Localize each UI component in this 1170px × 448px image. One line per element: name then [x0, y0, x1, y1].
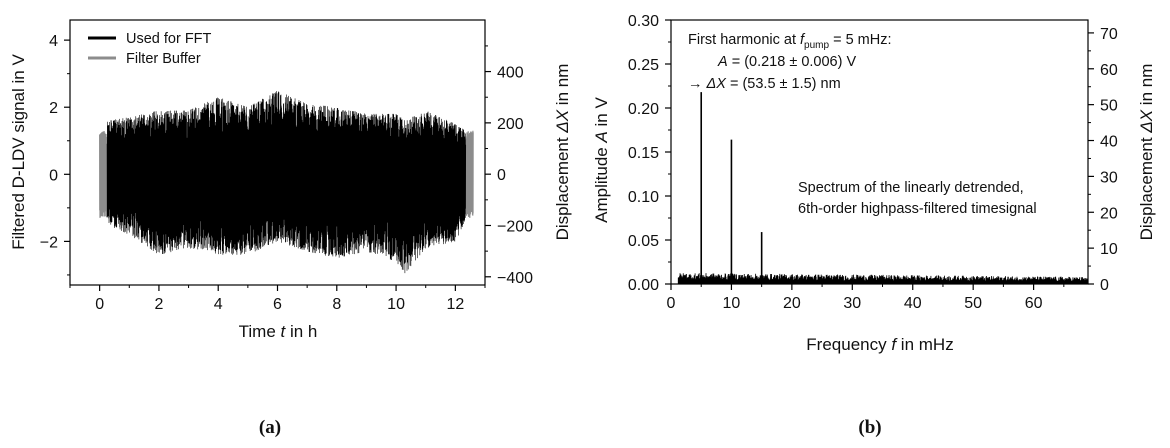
panel-a-y-axis: −2 0 2 4 — [40, 33, 70, 276]
series-filter-buffer-segment-0 — [99, 130, 108, 218]
panel-a-x-axis: 0 2 4 6 8 10 12 — [69, 285, 486, 313]
y-tick-label-0.2: 0.20 — [628, 101, 659, 118]
x-tick-label-8: 8 — [332, 296, 341, 313]
x-tick-label-50: 50 — [964, 295, 982, 312]
y2-tick-label-40: 40 — [1100, 134, 1118, 151]
x-tick-label-12: 12 — [446, 296, 464, 313]
y2-tick-label-0: 0 — [497, 167, 506, 184]
panel-b-y2-axis: 0 10 20 30 40 50 60 70 — [1088, 26, 1118, 294]
series-filter-buffer-segment-1 — [465, 130, 474, 218]
x-tick-label-10: 10 — [387, 296, 405, 313]
y-tick-label-0: 0.00 — [628, 277, 659, 294]
panel-b-caption: (b) — [858, 417, 881, 438]
y2-tick-label-30: 30 — [1100, 169, 1118, 186]
panel-a-y2-axis: −400 −200 0 200 400 — [485, 45, 533, 287]
y-tick-label-4: 4 — [49, 33, 58, 50]
y-tick-label-0.3: 0.30 — [628, 13, 659, 30]
panel-b-plot-area — [677, 92, 1089, 285]
y2-tick-label--200: −200 — [497, 218, 533, 235]
y-tick-label-0.15: 0.15 — [628, 145, 659, 162]
legend-label-used-for-fft: Used for FFT — [126, 31, 212, 47]
x-tick-label-0: 0 — [95, 296, 104, 313]
panel-b-x-axis: 0 10 20 30 40 50 60 — [667, 284, 1065, 312]
y-tick-label--2: −2 — [40, 234, 58, 251]
y2-tick-label-20: 20 — [1100, 205, 1118, 222]
y2-tick-label-10: 10 — [1100, 241, 1118, 258]
spectrum-description-line-2: 6th-order highpass-filtered timesignal — [798, 201, 1037, 217]
y2-tick-label-400: 400 — [497, 65, 524, 82]
legend-label-filter-buffer: Filter Buffer — [126, 51, 201, 67]
panel-b-y-axis-title: Amplitude A in V — [592, 97, 611, 223]
y2-tick-label-60: 60 — [1100, 62, 1118, 79]
y2-tick-label-0: 0 — [1100, 277, 1109, 294]
y2-tick-label-70: 70 — [1100, 26, 1118, 43]
y-tick-label-2: 2 — [49, 100, 58, 117]
y-tick-label-0.1: 0.10 — [628, 189, 659, 206]
panel-a-y2-axis-title: Displacement ΔX in nm — [553, 64, 572, 241]
annotation-line-3: → ΔX = (53.5 ± 1.5) nm — [688, 76, 841, 92]
x-tick-label-6: 6 — [273, 296, 282, 313]
x-tick-label-2: 2 — [154, 296, 163, 313]
x-tick-label-0: 0 — [667, 295, 676, 312]
panel-b-annotation: First harmonic at fpump = 5 mHz: A = (0.… — [688, 32, 892, 92]
y2-tick-label-200: 200 — [497, 116, 524, 133]
annotation-line-1: First harmonic at fpump = 5 mHz: — [688, 32, 892, 51]
x-tick-label-10: 10 — [723, 295, 741, 312]
panel-b: 0 10 20 30 40 50 60 0.000.050.100.150.200.250.… — [592, 13, 1156, 438]
y-tick-label-0.05: 0.05 — [628, 233, 659, 250]
spectrum-description-line-1: Spectrum of the linearly detrended, — [798, 180, 1024, 196]
panel-b-y2-axis-title: Displacement ΔX in nm — [1137, 64, 1156, 241]
panel-b-y-axis: 0.00 0.05 0.10 0.15 0.20 0.25 0.30 — [628, 13, 671, 294]
x-tick-label-4: 4 — [214, 296, 223, 313]
y-tick-label-0.25: 0.25 — [628, 57, 659, 74]
x-tick-label-20: 20 — [783, 295, 801, 312]
panel-a-x-axis-title: Time t in h — [239, 322, 318, 341]
annotation-line-2: A = (0.218 ± 0.006) V — [717, 54, 856, 70]
panel-b-x-axis-title: Frequency f in mHz — [806, 335, 953, 354]
x-tick-label-40: 40 — [904, 295, 922, 312]
y2-tick-label--400: −400 — [497, 270, 533, 287]
y2-tick-label-50: 50 — [1100, 98, 1118, 115]
panel-a-caption: (a) — [259, 417, 281, 438]
panel-a: 0 2 4 6 8 10 12 −2 0 2 4 −400 −200 0 200 400 Used for… — [9, 19, 572, 438]
panel-a-legend: Used for FFT Filter Buffer — [88, 31, 212, 67]
x-tick-label-60: 60 — [1025, 295, 1043, 312]
y-tick-label-0: 0 — [49, 167, 58, 184]
panel-a-plot-area — [99, 91, 474, 274]
panel-a-y-axis-title: Filtered D-LDV signal in V — [9, 54, 28, 250]
x-tick-label-30: 30 — [843, 295, 861, 312]
series-used-for-fft — [106, 91, 467, 274]
